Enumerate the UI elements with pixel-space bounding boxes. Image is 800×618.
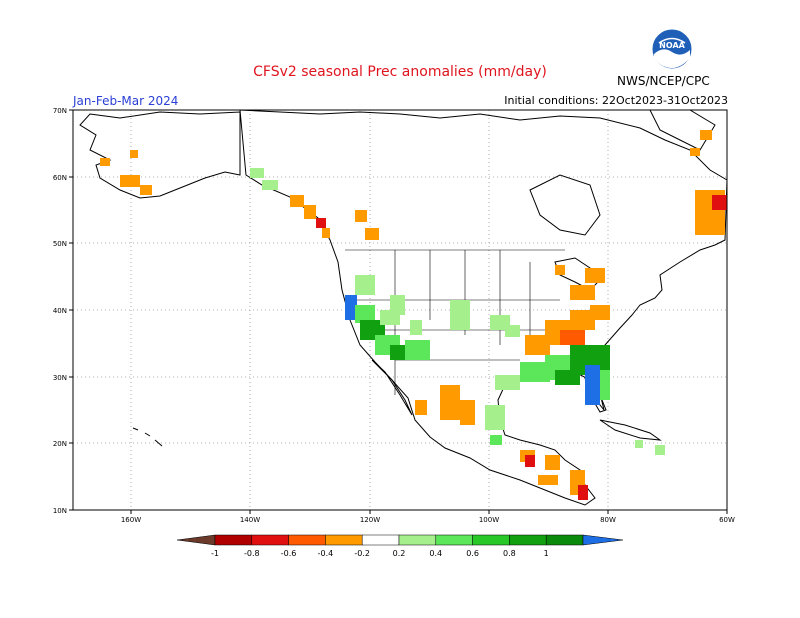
anomaly-cell-dry-strong bbox=[578, 485, 588, 500]
colorbar-segment bbox=[435, 534, 473, 546]
lat-label: 50N bbox=[53, 240, 67, 248]
anomaly-cell-wet-medium bbox=[355, 305, 375, 323]
lat-label: 70N bbox=[53, 107, 67, 115]
anomaly-cell-wet-strong bbox=[555, 370, 580, 385]
anomaly-cell-dry-light bbox=[585, 268, 605, 283]
anomaly-cell-dry-light bbox=[555, 265, 565, 275]
anomaly-cell-dry-strong bbox=[712, 195, 727, 210]
anomaly-cell-dry-strong bbox=[316, 218, 326, 228]
anomaly-cell-wet-light bbox=[262, 180, 278, 190]
colorbar-arrow-right bbox=[582, 534, 624, 546]
lon-label: 100W bbox=[479, 516, 499, 524]
anomaly-cell-dry-light bbox=[545, 455, 560, 470]
anomaly-cell-dry-light bbox=[415, 400, 427, 415]
anomaly-cell-dry-light bbox=[570, 285, 595, 300]
anomaly-cell-wet-light bbox=[635, 440, 643, 448]
anomaly-cell-wet-light bbox=[495, 375, 520, 390]
coastline-cuba bbox=[599, 419, 662, 441]
anomaly-cell-dry-light bbox=[590, 305, 610, 320]
noaa-logo-icon: NOAA bbox=[651, 28, 693, 70]
logo-text: NOAA bbox=[659, 41, 685, 50]
colorbar-tick-label: -0.6 bbox=[281, 549, 297, 558]
anomaly-cell-wet-medium bbox=[405, 340, 430, 360]
anomaly-cell-dry-light bbox=[570, 310, 595, 330]
organization-label: NWS/NCEP/CPC bbox=[617, 74, 710, 88]
lat-label: 10N bbox=[53, 507, 67, 515]
colorbar-tick-label: -1 bbox=[211, 549, 219, 558]
hudson-bay bbox=[529, 174, 601, 236]
anomaly-cell-dry-light bbox=[120, 175, 140, 187]
map-axes: 70N 60N 50N 40N 30N 20N 10N 160W 140W 120W 100W 80W… bbox=[53, 107, 735, 524]
anomaly-cell-dry-light bbox=[525, 335, 550, 355]
anomaly-cell-wet-medium bbox=[490, 435, 502, 445]
anomaly-cell-wet-light bbox=[250, 168, 264, 178]
anomaly-cell-wet-light bbox=[355, 275, 375, 295]
lon-label: 120W bbox=[360, 516, 380, 524]
colorbar-tick-label: 0.2 bbox=[393, 549, 406, 558]
anomaly-cell-wet-light bbox=[655, 445, 665, 455]
colorbar-segment bbox=[472, 534, 510, 546]
anomaly-cell-wet-light bbox=[485, 405, 505, 430]
lon-label: 140W bbox=[240, 516, 260, 524]
colorbar-segment bbox=[509, 534, 547, 546]
colorbar-segment bbox=[361, 534, 400, 546]
colorbar-tick-label: 0.6 bbox=[466, 549, 479, 558]
colorbar-tick-label: -0.2 bbox=[354, 549, 370, 558]
anomaly-cell-wet-light bbox=[410, 320, 422, 335]
anomaly-cell-wet-medium bbox=[600, 370, 610, 400]
anomaly-cells bbox=[100, 130, 727, 500]
anomaly-cell-dry-strong bbox=[525, 455, 535, 467]
anomaly-cell-dry-light bbox=[538, 475, 558, 485]
colorbar-tick-label: 0.8 bbox=[503, 549, 516, 558]
colorbar-segment bbox=[214, 534, 253, 546]
anomaly-cell-dry-light bbox=[365, 228, 379, 240]
lat-label: 40N bbox=[53, 307, 67, 315]
anomaly-cell-wet-extreme bbox=[585, 365, 600, 405]
lat-label: 20N bbox=[53, 440, 67, 448]
anomaly-cell-dry-light bbox=[440, 385, 460, 420]
anomaly-cell-dry-light bbox=[322, 228, 330, 238]
anomaly-cell-dry-light bbox=[304, 205, 316, 219]
lat-label: 30N bbox=[53, 374, 67, 382]
colorbar-segment bbox=[288, 534, 326, 546]
lat-label: 60N bbox=[53, 174, 67, 182]
anomaly-cell-wet-medium bbox=[520, 362, 550, 382]
coastline-alaska bbox=[79, 111, 241, 199]
anomaly-cell-dry-light bbox=[130, 150, 138, 158]
colorbar-tick-label: 1 bbox=[544, 549, 549, 558]
lon-label: 80W bbox=[600, 516, 616, 524]
anomaly-cell-wet-light bbox=[390, 295, 405, 315]
initial-conditions-label: Initial conditions: 22Oct2023-31Oct2023 bbox=[504, 94, 728, 107]
anomaly-cell-wet-light bbox=[450, 300, 470, 330]
lon-label: 160W bbox=[121, 516, 141, 524]
anomaly-cell-dry-light bbox=[700, 130, 712, 140]
anomaly-cell-dry-light bbox=[290, 195, 304, 207]
coastline-baja bbox=[371, 359, 413, 416]
colorbar-tick-label: -0.8 bbox=[244, 549, 260, 558]
anomaly-cell-wet-light bbox=[505, 325, 520, 337]
anomaly-cell-dry-medium bbox=[560, 330, 585, 345]
coastline-hawaii bbox=[132, 427, 163, 447]
colorbar-arrow-left bbox=[176, 534, 216, 546]
colorbar-segment bbox=[251, 534, 289, 546]
anomaly-cell-dry-light bbox=[690, 148, 700, 156]
colorbar-segment bbox=[325, 534, 363, 546]
anomaly-cell-wet-extreme bbox=[345, 295, 357, 320]
colorbar-tick-label: -0.4 bbox=[318, 549, 334, 558]
season-label: Jan-Feb-Mar 2024 bbox=[73, 94, 179, 108]
anomaly-cell-dry-light bbox=[100, 158, 110, 166]
colorbar-segment bbox=[545, 534, 584, 546]
anomaly-cell-dry-light bbox=[355, 210, 367, 222]
anomaly-cell-dry-light bbox=[460, 400, 475, 425]
chart-title: CFSv2 seasonal Prec anomalies (mm/day) bbox=[253, 64, 547, 80]
anomaly-cell-dry-light bbox=[140, 185, 152, 195]
lon-label: 60W bbox=[719, 516, 735, 524]
colorbar-tick-label: 0.4 bbox=[429, 549, 442, 558]
colorbar-segment bbox=[398, 534, 437, 546]
